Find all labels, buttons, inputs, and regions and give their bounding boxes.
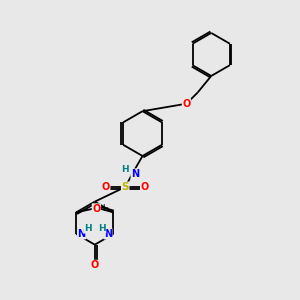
Text: O: O: [91, 260, 99, 270]
Text: O: O: [182, 99, 190, 109]
Text: H: H: [98, 224, 106, 233]
Text: N: N: [77, 229, 86, 239]
Text: CH₃: CH₃: [93, 204, 109, 213]
Text: O: O: [92, 204, 100, 214]
Text: N: N: [131, 169, 139, 179]
Text: O: O: [140, 182, 149, 192]
Text: N: N: [104, 229, 112, 239]
Text: H: H: [84, 224, 91, 233]
Text: H: H: [122, 165, 129, 174]
Text: S: S: [122, 182, 129, 192]
Text: O: O: [102, 182, 110, 192]
